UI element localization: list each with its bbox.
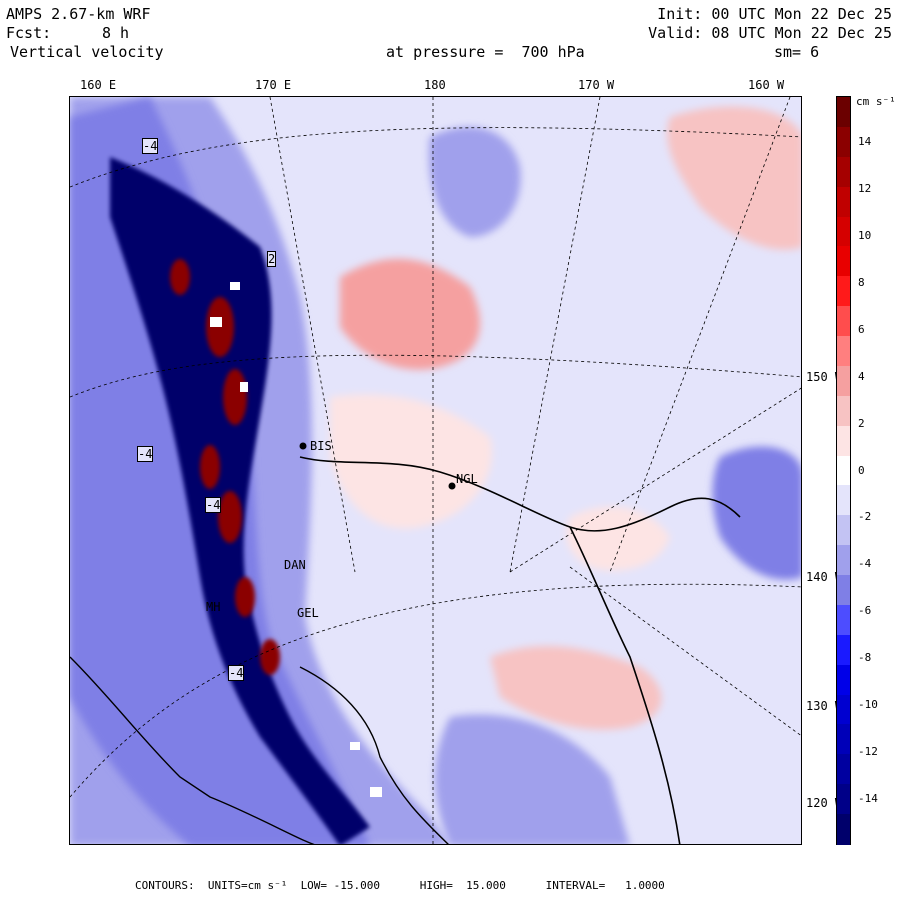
contour-info: CONTOURS: UNITS=cm s⁻¹ LOW= -15.000 HIGH… xyxy=(135,879,665,892)
colorbar-segment xyxy=(837,515,850,546)
positive-region-east xyxy=(566,506,670,571)
positive-region-central xyxy=(340,258,480,370)
lon-label-170e: 170 E xyxy=(255,78,292,92)
colorbar-segment xyxy=(837,754,850,785)
map-canvas xyxy=(70,97,801,844)
colorbar-segment xyxy=(837,276,850,307)
colorbar-segment xyxy=(837,246,850,277)
colorbar-segment xyxy=(837,634,850,666)
colorbar xyxy=(836,96,851,845)
colorbar-segment xyxy=(837,395,850,427)
colorbar-segment xyxy=(837,545,850,576)
valid-time: Valid: 08 UTC Mon 22 Dec 25 xyxy=(648,24,892,42)
colorbar-tick: -6 xyxy=(858,604,872,618)
colorbar-segment xyxy=(837,365,850,397)
colorbar-tick: -4 xyxy=(858,557,872,571)
colorbar-tick: -12 xyxy=(858,745,878,759)
ice-shelf-boundary xyxy=(299,456,741,844)
colorbar-units: cm s⁻¹ xyxy=(856,95,896,108)
station-dan: DAN xyxy=(284,558,306,572)
negative-region-south xyxy=(435,714,630,844)
colorbar-segment xyxy=(837,186,850,218)
mountain-white-patches xyxy=(210,282,382,797)
colorbar-segment xyxy=(837,694,850,726)
colorbar-segment xyxy=(837,336,850,367)
lon-label-160w: 160 W xyxy=(748,78,785,92)
lon-label-170w: 170 W xyxy=(578,78,615,92)
map-panel xyxy=(69,96,802,845)
colorbar-segment xyxy=(837,425,850,457)
positive-region-southeast xyxy=(490,646,662,730)
colorbar-tick: 12 xyxy=(858,181,872,195)
colorbar-segment xyxy=(837,306,850,337)
contour-label: -4 xyxy=(137,446,154,462)
colorbar-tick: 8 xyxy=(858,275,865,289)
colorbar-segment xyxy=(837,485,850,516)
colorbar-segment xyxy=(837,97,850,128)
colorbar-segment xyxy=(837,784,850,815)
positive-region-center xyxy=(330,394,492,529)
forecast-hour: 8 h xyxy=(102,24,130,42)
colorbar-segment xyxy=(837,604,850,636)
colorbar-segment xyxy=(837,126,850,158)
contour-label: -4 xyxy=(142,138,159,154)
negative-cell-northcentral xyxy=(429,127,521,237)
station-dot-bis xyxy=(299,442,307,450)
colorbar-segment xyxy=(837,575,850,606)
colorbar-tick: 0 xyxy=(858,463,865,477)
model-title: AMPS 2.67-km WRF xyxy=(6,5,151,23)
field-name: Vertical velocity xyxy=(10,43,164,61)
colorbar-tick: -2 xyxy=(858,510,872,524)
forecast-label: Fcst: xyxy=(6,24,52,42)
colorbar-tick: 2 xyxy=(858,416,865,430)
colorbar-segment xyxy=(837,664,850,696)
colorbar-tick: 10 xyxy=(858,228,872,242)
colorbar-segment xyxy=(837,156,850,188)
station-gel: GEL xyxy=(297,606,319,620)
graticule xyxy=(70,97,801,844)
contour-label: 2 xyxy=(267,251,277,267)
colorbar-segment xyxy=(837,216,850,247)
colorbar-tick: -14 xyxy=(858,792,878,806)
contour-label: -4 xyxy=(228,665,245,681)
smoothing-value: sm= 6 xyxy=(774,43,820,61)
contour-label: -4 xyxy=(205,497,222,513)
positive-region-northeast xyxy=(667,106,801,250)
negative-cell-east xyxy=(712,446,801,580)
colorbar-segment xyxy=(837,814,850,845)
station-mh: MH xyxy=(206,600,221,614)
coastline xyxy=(70,656,449,844)
mountain-updraft-band xyxy=(110,157,370,844)
colorbar-tick: 6 xyxy=(858,322,865,336)
lon-label-180: 180 xyxy=(424,78,446,92)
colorbar-tick: 4 xyxy=(858,369,865,383)
colorbar-tick: 14 xyxy=(858,134,872,148)
station-dot-ngl xyxy=(448,482,456,490)
init-time: Init: 00 UTC Mon 22 Dec 25 xyxy=(657,5,892,23)
pressure-level: at pressure = 700 hPa xyxy=(386,43,585,61)
colorbar-tick: -10 xyxy=(858,698,878,712)
colorbar-segment xyxy=(837,724,850,755)
colorbar-tick: -8 xyxy=(858,651,872,665)
lon-label-160e: 160 E xyxy=(80,78,117,92)
station-bis: BIS xyxy=(310,439,332,453)
colorbar-segment xyxy=(837,455,850,487)
station-ngl: NGL xyxy=(456,472,478,486)
